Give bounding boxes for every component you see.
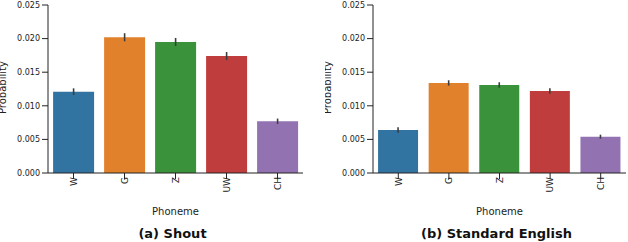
svg-text:0.020: 0.020 <box>342 34 365 43</box>
svg-text:CH: CH <box>596 177 606 190</box>
svg-text:0.010: 0.010 <box>342 102 365 111</box>
svg-text:0.005: 0.005 <box>342 135 365 144</box>
svg-text:Phoneme: Phoneme <box>476 206 523 215</box>
svg-text:Phoneme: Phoneme <box>152 206 199 215</box>
svg-text:W: W <box>69 177 79 186</box>
svg-text:W: W <box>394 177 404 186</box>
svg-text:CH: CH <box>273 177 283 190</box>
svg-text:UW: UW <box>545 177 555 193</box>
svg-text:0.025: 0.025 <box>342 1 365 10</box>
svg-text:Z: Z <box>495 177 505 183</box>
svg-text:0.015: 0.015 <box>17 68 40 77</box>
svg-text:0.020: 0.020 <box>17 34 40 43</box>
svg-text:Probability: Probability <box>325 61 333 114</box>
svg-text:0.025: 0.025 <box>17 1 40 10</box>
svg-text:0.010: 0.010 <box>17 102 40 111</box>
svg-text:0.005: 0.005 <box>17 135 40 144</box>
svg-text:0.000: 0.000 <box>17 169 40 178</box>
svg-text:G: G <box>120 177 130 184</box>
svg-text:Z: Z <box>171 177 181 183</box>
svg-text:0.000: 0.000 <box>342 169 365 178</box>
svg-text:0.015: 0.015 <box>342 68 365 77</box>
svg-text:G: G <box>444 177 454 184</box>
svg-text:UW: UW <box>222 177 232 193</box>
html-text:(b) Standard English: (b) Standard English <box>421 226 572 241</box>
html-text:(a) Shout: (a) Shout <box>138 226 207 241</box>
